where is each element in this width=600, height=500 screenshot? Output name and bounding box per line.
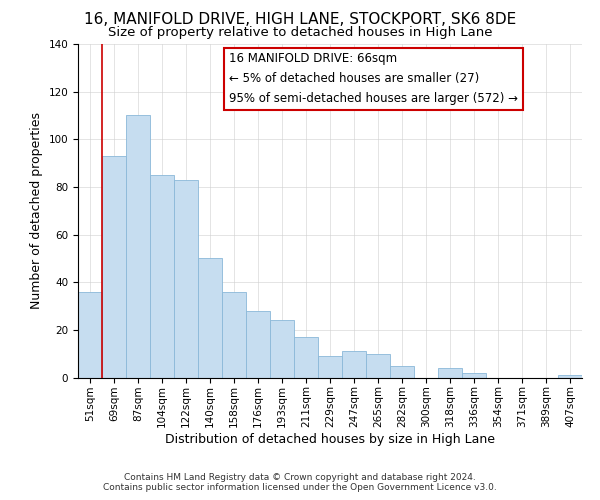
Bar	[246, 311, 270, 378]
Bar	[174, 180, 198, 378]
Bar	[222, 292, 246, 378]
Text: 16, MANIFOLD DRIVE, HIGH LANE, STOCKPORT, SK6 8DE: 16, MANIFOLD DRIVE, HIGH LANE, STOCKPORT…	[84, 12, 516, 28]
Bar	[102, 156, 126, 378]
Y-axis label: Number of detached properties: Number of detached properties	[30, 112, 43, 309]
Text: Contains HM Land Registry data © Crown copyright and database right 2024.
Contai: Contains HM Land Registry data © Crown c…	[103, 473, 497, 492]
Text: 16 MANIFOLD DRIVE: 66sqm
← 5% of detached houses are smaller (27)
95% of semi-de: 16 MANIFOLD DRIVE: 66sqm ← 5% of detache…	[229, 52, 518, 106]
Bar	[390, 366, 414, 378]
Bar	[366, 354, 390, 378]
Bar	[126, 116, 150, 378]
Bar	[342, 352, 366, 378]
Text: Size of property relative to detached houses in High Lane: Size of property relative to detached ho…	[108, 26, 492, 39]
Bar	[558, 375, 582, 378]
Bar	[270, 320, 294, 378]
Bar	[438, 368, 462, 378]
Bar	[318, 356, 342, 378]
Bar	[150, 175, 174, 378]
Bar	[198, 258, 222, 378]
Bar	[78, 292, 102, 378]
X-axis label: Distribution of detached houses by size in High Lane: Distribution of detached houses by size …	[165, 433, 495, 446]
Bar	[462, 372, 486, 378]
Bar	[294, 337, 318, 378]
